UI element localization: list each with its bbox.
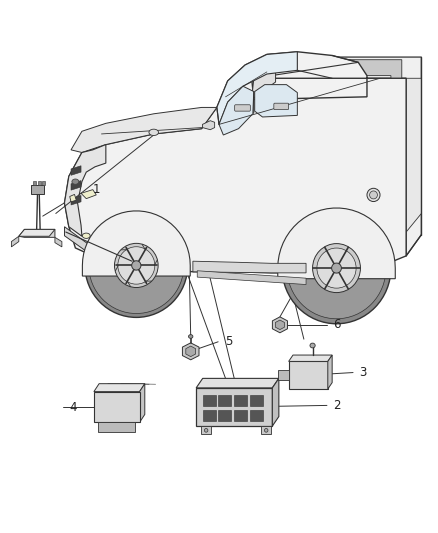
Ellipse shape — [282, 213, 391, 324]
Polygon shape — [254, 85, 297, 117]
Polygon shape — [406, 78, 421, 232]
Polygon shape — [262, 60, 402, 243]
Polygon shape — [261, 426, 271, 434]
Ellipse shape — [287, 217, 386, 319]
Polygon shape — [19, 229, 55, 237]
Polygon shape — [81, 190, 96, 199]
Ellipse shape — [370, 191, 378, 199]
Polygon shape — [289, 355, 332, 361]
Polygon shape — [19, 229, 55, 236]
Polygon shape — [196, 388, 272, 426]
Polygon shape — [276, 320, 284, 329]
Bar — [38, 181, 41, 185]
Polygon shape — [11, 236, 19, 247]
Polygon shape — [276, 126, 390, 147]
Polygon shape — [98, 422, 135, 432]
Polygon shape — [193, 261, 306, 273]
Polygon shape — [272, 378, 279, 426]
Polygon shape — [289, 361, 328, 389]
Polygon shape — [201, 426, 211, 434]
Polygon shape — [202, 120, 215, 130]
FancyBboxPatch shape — [235, 105, 251, 111]
Polygon shape — [278, 370, 289, 381]
Polygon shape — [276, 76, 390, 96]
Polygon shape — [70, 195, 76, 202]
Polygon shape — [217, 52, 297, 124]
Ellipse shape — [82, 233, 90, 238]
Ellipse shape — [310, 343, 315, 348]
Polygon shape — [64, 144, 106, 236]
Ellipse shape — [313, 244, 360, 293]
Polygon shape — [272, 317, 287, 333]
Polygon shape — [64, 227, 132, 269]
Text: 3: 3 — [360, 366, 367, 379]
Polygon shape — [234, 410, 247, 421]
Polygon shape — [64, 52, 406, 273]
Polygon shape — [250, 395, 263, 406]
Polygon shape — [276, 203, 390, 223]
Polygon shape — [278, 208, 395, 279]
Ellipse shape — [85, 214, 187, 317]
Ellipse shape — [332, 263, 341, 273]
Polygon shape — [196, 378, 279, 388]
Polygon shape — [252, 57, 421, 256]
Ellipse shape — [205, 429, 208, 432]
Polygon shape — [219, 410, 231, 421]
Polygon shape — [197, 271, 306, 285]
Ellipse shape — [89, 217, 184, 313]
Polygon shape — [71, 166, 81, 175]
Ellipse shape — [367, 188, 380, 201]
Polygon shape — [203, 410, 216, 421]
Polygon shape — [82, 211, 190, 276]
Ellipse shape — [114, 244, 158, 287]
Text: 6: 6 — [333, 318, 341, 332]
Polygon shape — [71, 181, 81, 190]
Ellipse shape — [297, 214, 392, 311]
Text: 5: 5 — [225, 335, 232, 348]
Polygon shape — [94, 384, 145, 392]
Ellipse shape — [72, 179, 79, 184]
Polygon shape — [186, 346, 196, 357]
Ellipse shape — [118, 247, 155, 284]
Ellipse shape — [301, 218, 388, 308]
Polygon shape — [219, 395, 231, 406]
Ellipse shape — [132, 261, 141, 270]
Polygon shape — [31, 185, 44, 194]
Polygon shape — [252, 60, 276, 97]
Polygon shape — [276, 177, 390, 198]
Ellipse shape — [265, 429, 268, 432]
Text: 1: 1 — [93, 183, 100, 196]
Polygon shape — [276, 152, 390, 172]
Polygon shape — [71, 196, 81, 205]
Text: 2: 2 — [333, 399, 341, 412]
Polygon shape — [276, 101, 390, 121]
Polygon shape — [55, 237, 62, 247]
Ellipse shape — [149, 129, 159, 135]
Text: 4: 4 — [70, 400, 77, 414]
Polygon shape — [71, 108, 217, 152]
Ellipse shape — [188, 335, 193, 338]
Polygon shape — [94, 392, 140, 422]
Polygon shape — [219, 86, 254, 135]
Bar — [42, 181, 45, 185]
Polygon shape — [182, 343, 199, 360]
Ellipse shape — [317, 248, 356, 288]
Polygon shape — [140, 384, 145, 422]
Bar — [33, 181, 36, 185]
Polygon shape — [252, 61, 276, 100]
Polygon shape — [234, 395, 247, 406]
FancyBboxPatch shape — [274, 103, 289, 110]
Polygon shape — [203, 395, 216, 406]
Polygon shape — [250, 410, 263, 421]
Polygon shape — [328, 355, 332, 389]
